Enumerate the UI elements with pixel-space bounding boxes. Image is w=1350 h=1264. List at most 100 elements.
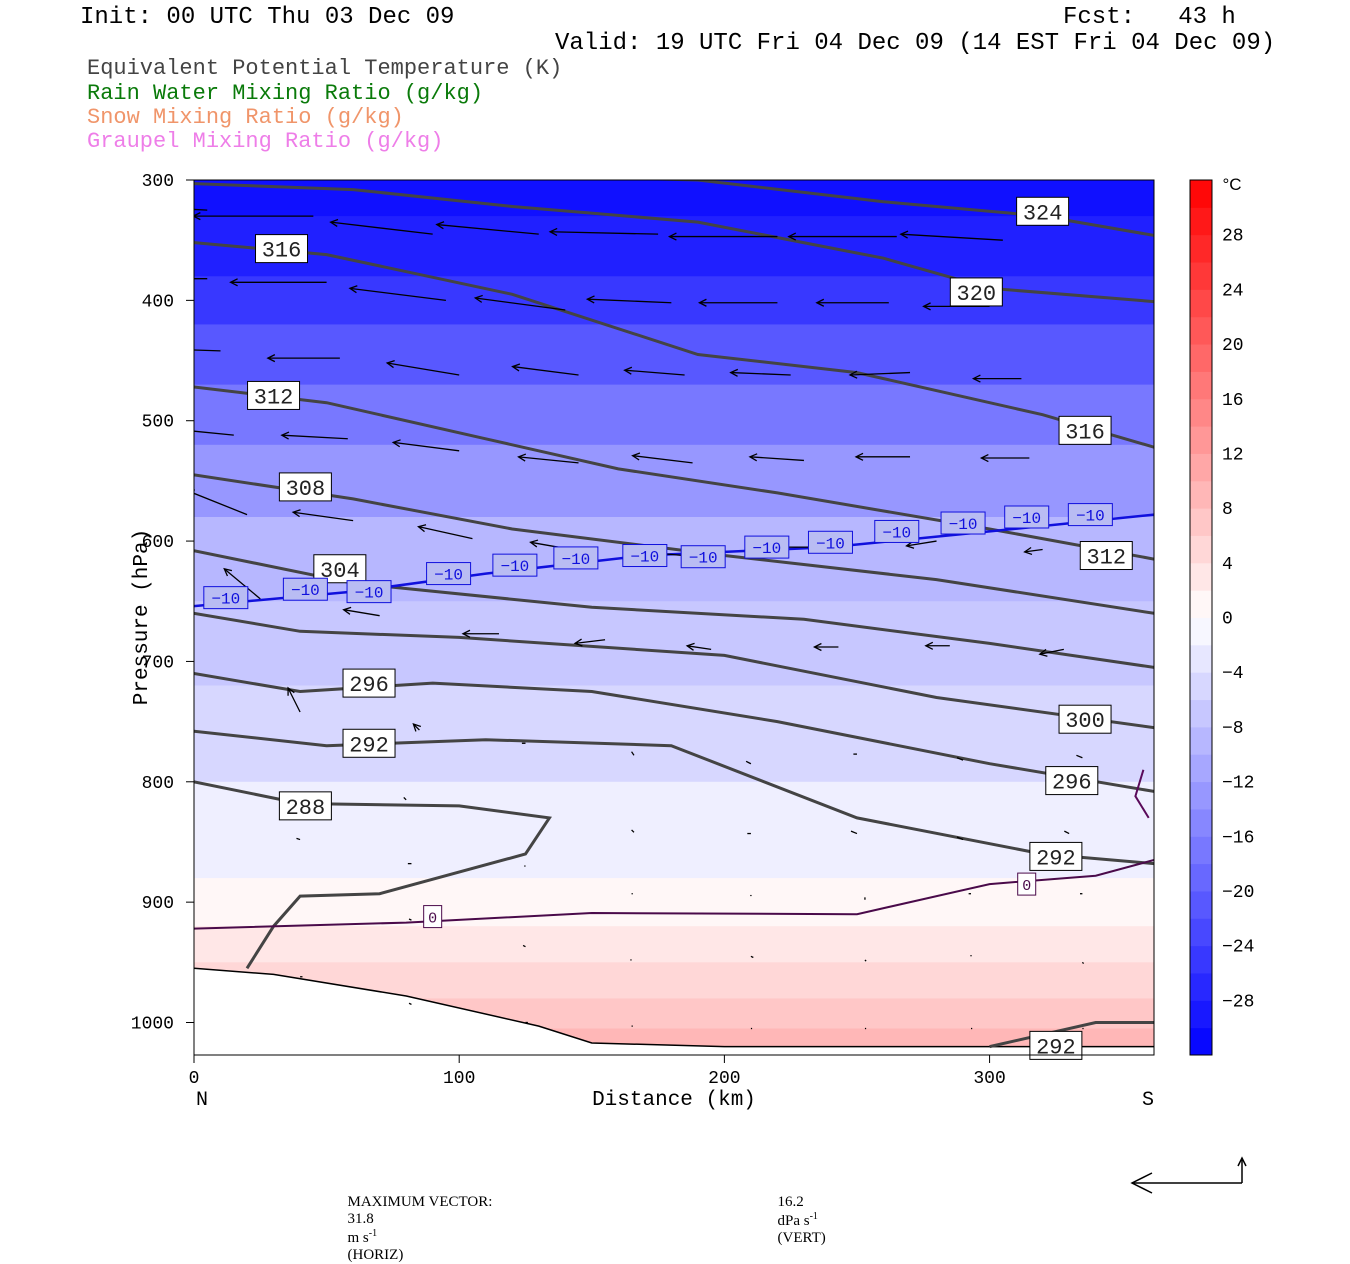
- wind-vector: [1081, 961, 1085, 964]
- isotherm-label: −10: [630, 549, 659, 567]
- horiz-tag: (HORIZ): [347, 1247, 404, 1263]
- wind-vectors: [87, 201, 1085, 1030]
- wind-vector-head: [854, 452, 864, 461]
- isotherm-label: −10: [949, 516, 978, 534]
- temperature-band: [194, 180, 1154, 218]
- y-tick-label: 500: [142, 413, 174, 433]
- wind-vector-head: [348, 285, 358, 294]
- wind-vector-head: [329, 218, 339, 227]
- colorbar-swatch: [1190, 699, 1212, 728]
- legend-graupel: Graupel Mixing Ratio (g/kg): [87, 129, 444, 154]
- theta-e-contour: [989, 1021, 1154, 1049]
- colorbar-swatch: [1190, 617, 1212, 646]
- wind-vector: [850, 830, 858, 835]
- temperature-band: [194, 926, 1154, 964]
- colorbar: 28 24 20 16 12 8 4 0 −4 −8 −12 −16 −20 −24 −28: [1189, 179, 1254, 1056]
- theta-e-label-box: [1079, 541, 1133, 571]
- colorbar-tick-label: 12: [1222, 445, 1244, 465]
- wind-vector-head: [266, 354, 276, 363]
- zero-label: 0: [1022, 878, 1031, 895]
- colorbar-swatch: [1190, 863, 1212, 892]
- vert-max-value: 16.2: [777, 1194, 804, 1210]
- wind-vector-head: [87, 201, 94, 208]
- wind-vector: [408, 918, 412, 921]
- x-end-label-north: N: [196, 1089, 208, 1112]
- wind-vector-head: [729, 368, 739, 377]
- colorbar-swatch: [1190, 808, 1212, 837]
- isotherm-label: −10: [211, 591, 240, 609]
- wind-vector-head: [342, 606, 352, 615]
- wind-vector: [687, 645, 712, 651]
- y-tick-label: 300: [142, 172, 174, 192]
- wind-vector-head: [473, 294, 483, 303]
- colorbar-swatch: [1190, 945, 1212, 974]
- colorbar-swatch: [1190, 562, 1212, 591]
- colorbar-swatch: [1190, 754, 1212, 783]
- isotherm-label-box: [282, 577, 328, 601]
- colorbar-tick-label: 4: [1222, 555, 1233, 575]
- wind-vector-head: [99, 275, 106, 282]
- wind-vector-head: [748, 453, 758, 462]
- theta-e-label: 316: [1065, 420, 1105, 445]
- x-end-label-south: S: [1142, 1089, 1154, 1112]
- wind-vector: [194, 208, 208, 211]
- wind-vector-head: [1038, 648, 1048, 657]
- colorbar-swatch: [1190, 480, 1212, 509]
- wind-vector: [393, 441, 460, 452]
- theta-e-label-box: [1058, 704, 1112, 734]
- wind-vector: [408, 1002, 412, 1006]
- wind-vector-head: [573, 638, 583, 647]
- wind-vector-head: [815, 298, 825, 307]
- temperature-band: [194, 216, 1154, 278]
- isotherm-label-box: [203, 586, 249, 610]
- page: { "header": { "init": "Init: 00 UTC Thu …: [80, 6, 1276, 1264]
- wind-vector: [750, 955, 754, 959]
- theta-e-label: 320: [957, 282, 997, 307]
- colorbar-swatch: [1190, 371, 1212, 400]
- wind-vector: [906, 540, 937, 547]
- wind-vector-head: [291, 509, 301, 518]
- temperature-band: [194, 276, 1154, 326]
- theta-e-contour: [194, 241, 1154, 449]
- wind-vector-head: [623, 366, 633, 375]
- graupel-contour: [1134, 769, 1150, 819]
- isotherm-label: −10: [816, 535, 845, 553]
- colorbar-tick-label: −8: [1222, 719, 1244, 739]
- zero-isotherm: [194, 859, 1154, 930]
- reference-vector: [1130, 1156, 1247, 1194]
- zero-label-box: [423, 905, 443, 929]
- colorbar-swatch: [1190, 180, 1212, 208]
- x-tick-label: 0: [189, 1069, 200, 1089]
- wind-vector-head: [1023, 546, 1033, 556]
- theta-e-label: 292: [1036, 1035, 1076, 1060]
- wind-vector: [522, 944, 526, 948]
- max-vector-label: MAXIMUM VECTOR: 31.8 m s-1 (HORIZ): [340, 1177, 493, 1264]
- theta-e-contour: [194, 611, 1154, 730]
- horiz-max-unit: m s: [347, 1230, 369, 1246]
- colorbar-swatch: [1190, 644, 1212, 673]
- max-vector-vert: 16.2 dPa s-1 (VERT): [770, 1177, 826, 1247]
- temperature-band: [194, 601, 1154, 687]
- valid-time: Valid: 19 UTC Fri 04 Dec 09 (14 EST Fri …: [555, 30, 1276, 57]
- colorbar-swatch: [1190, 535, 1212, 564]
- wind-vector: [343, 609, 380, 617]
- theta-e-label: 296: [1052, 771, 1092, 796]
- wind-vector: [1039, 648, 1064, 655]
- wind-vector: [624, 369, 685, 376]
- reference-horiz-head: [1130, 1172, 1153, 1194]
- wind-vector-head: [223, 567, 233, 577]
- x-tick-label: 300: [973, 1069, 1005, 1089]
- colorbar-unit: °C: [1222, 175, 1241, 194]
- wind-vector-head: [685, 642, 695, 651]
- isotherm-label: −10: [434, 567, 463, 585]
- colorbar-swatch: [1190, 972, 1212, 1001]
- y-tick-label: 1000: [131, 1015, 174, 1035]
- colorbar-swatch: [1190, 590, 1212, 618]
- wind-vector: [632, 454, 693, 464]
- colorbar-swatch: [1190, 289, 1212, 318]
- wind-vector: [287, 687, 301, 713]
- wind-vector: [1076, 754, 1083, 759]
- wind-vector: [749, 456, 804, 462]
- wind-vector: [293, 511, 354, 522]
- colorbar-tick-label: 24: [1222, 281, 1244, 301]
